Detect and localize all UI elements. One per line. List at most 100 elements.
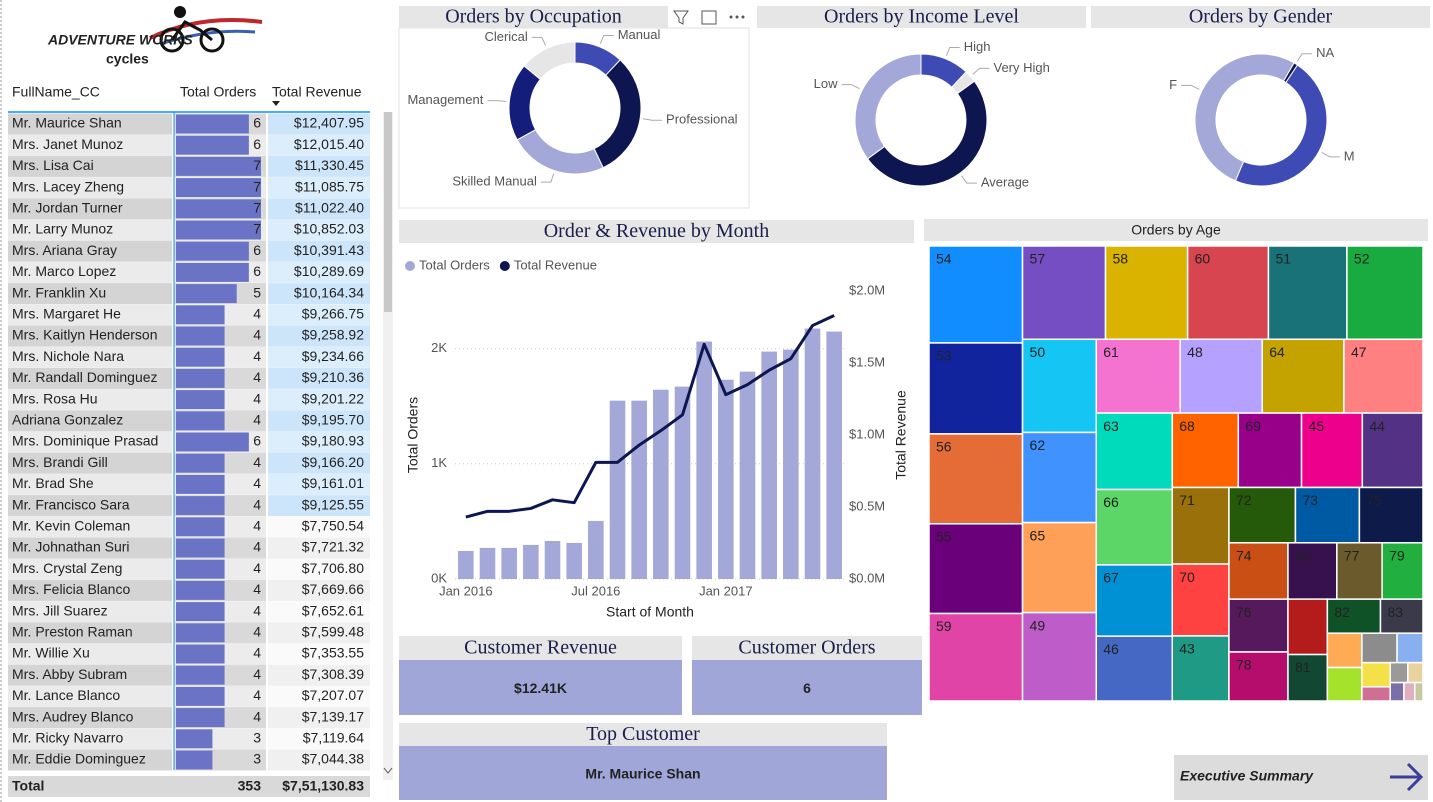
tile-label: 54 (936, 251, 952, 267)
bar (826, 331, 842, 579)
customer-name[interactable]: Mr. Maurice Shan (12, 115, 122, 131)
name-cell (8, 198, 172, 220)
orders-value: 6 (253, 263, 261, 279)
card-body (399, 746, 887, 800)
customer-name[interactable]: Mr. Franklin Xu (12, 284, 106, 300)
orders-value: 7 (253, 221, 261, 237)
customer-name[interactable]: Mr. Francisco Sara (12, 496, 130, 512)
customer-name[interactable]: Mr. Ricky Navarro (12, 730, 123, 746)
visual-header-icons[interactable] (673, 10, 745, 25)
legend-label[interactable]: Total Orders (419, 257, 490, 272)
tile-label: 71 (1179, 492, 1195, 508)
customer-name[interactable]: Mrs. Abby Subram (12, 666, 127, 682)
revenue-cell (268, 177, 370, 199)
orders-value: 4 (253, 412, 261, 428)
customer-name[interactable]: Mrs. Ariana Gray (12, 242, 117, 258)
customer-name[interactable]: Mrs. Audrey Blanco (12, 708, 134, 724)
customer-name[interactable]: Mrs. Nichole Nara (12, 348, 124, 364)
orders-value: 6 (253, 115, 261, 131)
customer-name[interactable]: Mrs. Dominique Prasad (12, 433, 158, 449)
tile-label: 82 (1334, 604, 1350, 620)
orders-value: 3 (253, 730, 261, 746)
customer-name[interactable]: Mrs. Kaitlyn Henderson (12, 327, 158, 343)
filter-icon[interactable] (673, 10, 689, 25)
y2-tick-label: $1.5M (849, 354, 885, 369)
column-header[interactable]: FullName_CC (12, 84, 100, 100)
orders-bar (176, 496, 225, 516)
customer-name[interactable]: Mrs. Lisa Cai (12, 157, 94, 173)
y2-tick-label: $2.0M (849, 282, 885, 297)
column-header[interactable]: Total Revenue (272, 84, 362, 100)
x-axis-title: Start of Month (606, 604, 694, 620)
legend-label[interactable]: Total Revenue (514, 257, 597, 272)
customer-name[interactable]: Mrs. Margaret He (12, 306, 121, 322)
leader-line (643, 118, 663, 121)
revenue-cell (268, 728, 370, 750)
customer-name[interactable]: Mrs. Janet Munoz (12, 136, 123, 152)
revenue-value: $9,210.36 (302, 369, 364, 385)
focus-icon[interactable] (701, 10, 717, 25)
revenue-value: $7,044.38 (302, 751, 364, 767)
revenue-cell (268, 495, 370, 517)
customer-name[interactable]: Mr. Brad She (12, 475, 94, 491)
slice-label: Professional (666, 112, 738, 127)
revenue-value: $11,022.40 (295, 200, 364, 216)
tile-label: 60 (1195, 251, 1211, 267)
customer-name[interactable]: Mrs. Felicia Blanco (12, 581, 130, 597)
customer-name[interactable]: Mrs. Crystal Zeng (12, 560, 122, 576)
name-cell (8, 707, 172, 729)
customer-name[interactable]: Mrs. Lacey Zheng (12, 178, 124, 194)
scrollbar[interactable] (383, 112, 393, 780)
button-label[interactable]: Executive Summary (1180, 768, 1314, 784)
revenue-cell (268, 304, 370, 326)
customer-name[interactable]: Mr. Larry Munoz (12, 221, 113, 237)
customer-name[interactable]: Mr. Willie Xu (12, 645, 90, 661)
customer-name[interactable]: Mr. Lance Blanco (12, 687, 120, 703)
bar (544, 540, 561, 579)
treemap-tile (1021, 338, 1098, 434)
customer-name[interactable]: Mrs. Jill Suarez (12, 602, 108, 618)
tile-label: 64 (1269, 344, 1285, 360)
orders-bar (176, 305, 225, 325)
slice-label: F (1169, 77, 1177, 92)
treemap-tile (1326, 666, 1363, 702)
donut-slice (854, 53, 922, 160)
leader-line (972, 67, 990, 75)
customer-name[interactable]: Mr. Preston Raman (12, 624, 133, 640)
revenue-cell (268, 452, 370, 474)
column-header[interactable]: Total Orders (180, 84, 256, 100)
customer-name[interactable]: Mr. Randall Dominguez (12, 369, 158, 385)
customer-name[interactable]: Mr. Marco Lopez (12, 263, 116, 279)
orders-value: 4 (253, 348, 261, 364)
customer-name[interactable]: Mr. Kevin Coleman (12, 518, 130, 534)
tile-label: 42 (1295, 547, 1311, 563)
treemap-tile (1300, 412, 1364, 489)
customer-name[interactable]: Mrs. Rosa Hu (12, 390, 98, 406)
name-cell (8, 155, 172, 177)
treemap-tile (1021, 611, 1098, 702)
customer-name[interactable]: Mr. Jordan Turner (12, 200, 123, 216)
card-title: Customer Orders (738, 637, 875, 659)
customer-name[interactable]: Adriana Gonzalez (12, 412, 123, 428)
orders-bar (176, 750, 213, 770)
tile-label: 59 (936, 618, 952, 634)
orders-value: 5 (253, 284, 261, 300)
customer-name[interactable]: Mrs. Brandi Gill (12, 454, 108, 470)
tile-label: 47 (1351, 344, 1367, 360)
treemap-tile (1407, 661, 1424, 684)
tile-label: 58 (1113, 251, 1129, 267)
revenue-value: $10,852.03 (294, 221, 364, 237)
revenue-value: $11,330.45 (295, 157, 364, 173)
executive-summary-button[interactable]: Executive Summary (1174, 755, 1428, 800)
title-bar (924, 219, 1428, 241)
leader-line (599, 34, 614, 45)
revenue-cell (268, 431, 370, 453)
customer-name[interactable]: Mr. Eddie Dominguez (12, 751, 146, 767)
revenue-value: $7,139.17 (302, 708, 364, 724)
tile-label: 66 (1103, 494, 1119, 510)
orders-bar (176, 156, 261, 176)
treemap-tile (1267, 245, 1348, 341)
bar (458, 551, 474, 579)
more-icon[interactable] (729, 15, 745, 19)
customer-name[interactable]: Mr. Johnathan Suri (12, 539, 130, 555)
